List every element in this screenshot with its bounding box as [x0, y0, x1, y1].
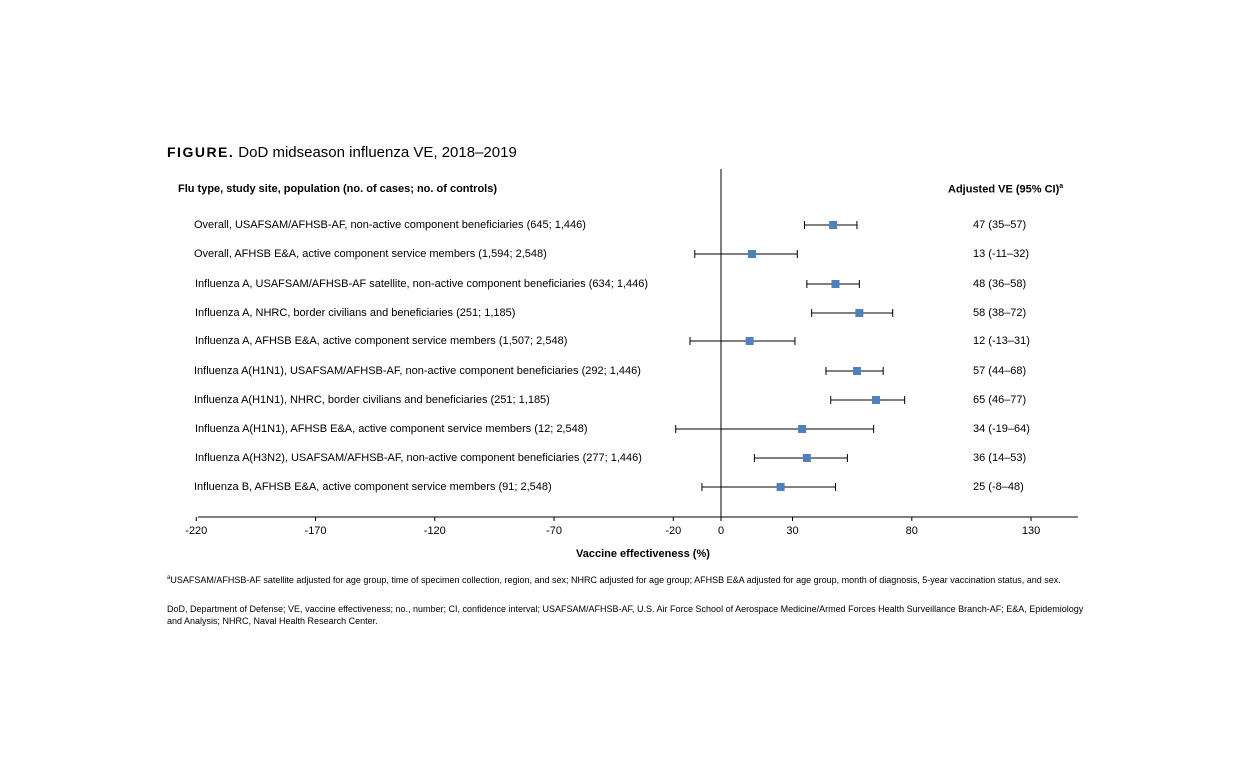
footnote-abbreviations: DoD, Department of Defense; VE, vaccine … [167, 604, 1084, 626]
row-label: Influenza A(H3N2), USAFSAM/AFHSB-AF, non… [195, 452, 642, 464]
x-tick-label: 0 [718, 525, 724, 537]
x-tick-label: -170 [305, 525, 327, 537]
right-column-header-marker: a [1059, 183, 1064, 190]
x-tick-label: -220 [185, 525, 207, 537]
row-ve-value: 65 (46–77) [973, 394, 1027, 406]
row-ve-value: 48 (36–58) [973, 278, 1027, 290]
right-column-header: Adjusted VE (95% CI)a [948, 183, 1063, 196]
footnote-a: aUSAFSAM/AFHSB-AF satellite adjusted for… [167, 572, 1087, 586]
row-label: Influenza A, NHRC, border civilians and … [195, 307, 516, 319]
figure-title: FIGURE. DoD midseason influenza VE, 2018–… [167, 144, 517, 161]
x-tick-label: 80 [906, 525, 918, 537]
row-ve-value: 57 (44–68) [973, 365, 1027, 377]
figure-label: FIGURE. [167, 144, 235, 160]
point-estimate-marker [802, 454, 811, 462]
point-estimate-marker [829, 221, 838, 229]
row-ve-value: 47 (35–57) [973, 219, 1027, 231]
footnote-a-text: USAFSAM/AFHSB-AF satellite adjusted for … [170, 575, 1061, 585]
row-label: Influenza A(H1N1), AFHSB E&A, active com… [195, 423, 588, 435]
row-ve-value: 12 (-13–31) [973, 335, 1030, 347]
point-estimate-marker [776, 483, 785, 491]
row-label: Influenza A, USAFSAM/AFHSB-AF satellite,… [195, 278, 649, 290]
row-label: Influenza B, AFHSB E&A, active component… [194, 481, 552, 493]
x-tick-label: -120 [424, 525, 446, 537]
point-estimate-marker [748, 250, 757, 258]
point-estimate-marker [852, 367, 861, 375]
point-estimate-marker [831, 280, 840, 288]
point-estimate-marker [798, 425, 807, 433]
row-label: Influenza A, AFHSB E&A, active component… [195, 335, 568, 347]
point-estimate-marker [855, 309, 864, 317]
row-label: Influenza A(H1N1), USAFSAM/AFHSB-AF, non… [194, 365, 641, 377]
x-tick-label: 130 [1022, 525, 1040, 537]
point-estimate-marker [872, 396, 881, 404]
x-tick-label: -20 [665, 525, 681, 537]
row-label: Overall, USAFSAM/AFHSB-AF, non-active co… [194, 219, 586, 231]
x-tick-label: 30 [786, 525, 798, 537]
row-ve-value: 25 (-8–48) [973, 481, 1024, 493]
row-label: Overall, AFHSB E&A, active component ser… [194, 248, 547, 260]
x-axis-title: Vaccine effectiveness (%) [576, 548, 710, 560]
row-ve-value: 13 (-11–32) [973, 248, 1030, 260]
row-ve-value: 58 (38–72) [973, 307, 1027, 319]
row-label: Influenza A(H1N1), NHRC, border civilian… [194, 394, 550, 406]
right-column-header-text: Adjusted VE (95% CI) [948, 183, 1060, 196]
figure-title-text: DoD midseason influenza VE, 2018–2019 [238, 144, 517, 161]
point-estimate-marker [745, 337, 754, 345]
left-column-header: Flu type, study site, population (no. of… [178, 183, 498, 195]
row-ve-value: 34 (-19–64) [973, 423, 1030, 435]
row-ve-value: 36 (14–53) [973, 452, 1027, 464]
footnote-a-marker: a [167, 575, 171, 581]
x-tick-label: -70 [546, 525, 562, 537]
